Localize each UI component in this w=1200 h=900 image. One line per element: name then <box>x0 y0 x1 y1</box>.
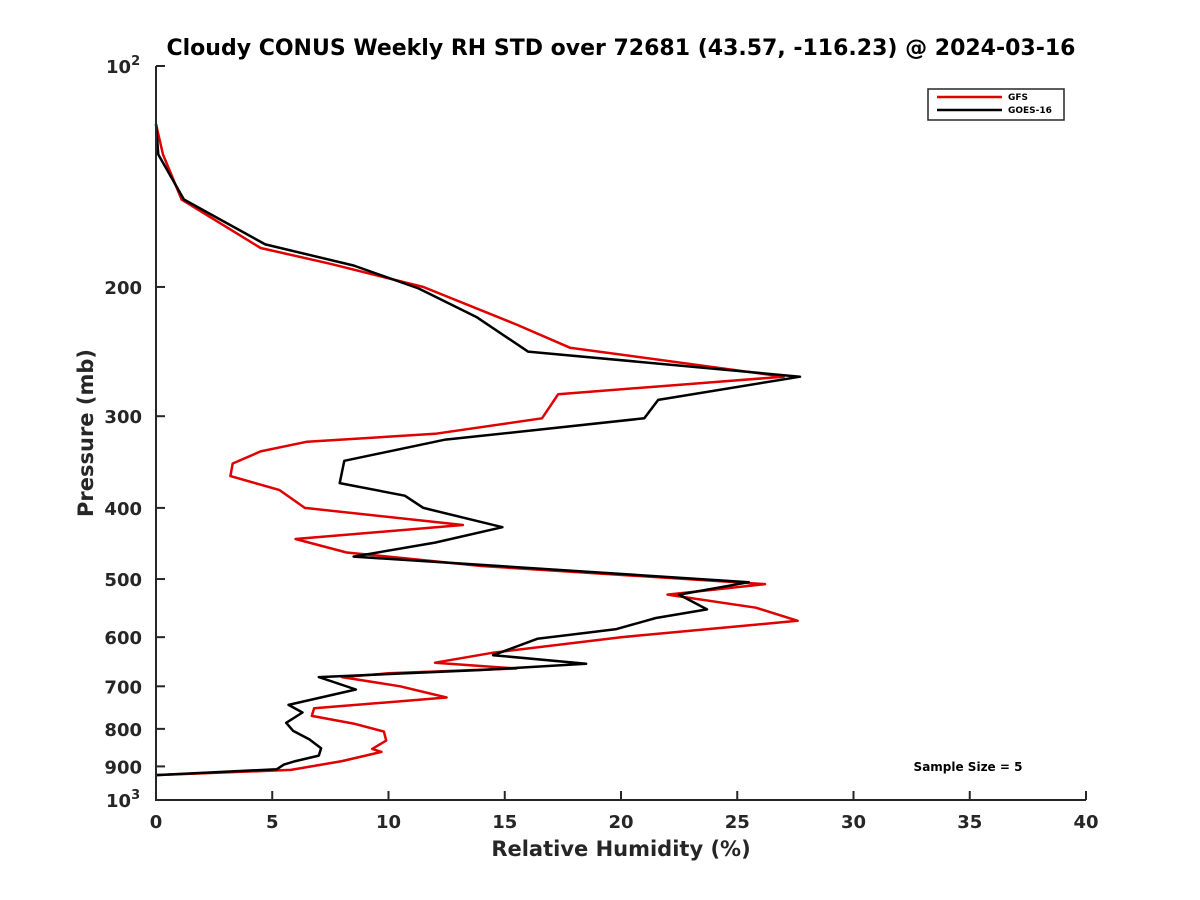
x-tick-label: 35 <box>957 812 982 833</box>
y-tick-label: 103 <box>106 788 140 812</box>
series-line-goes16 <box>154 124 802 777</box>
x-axis-label: Relative Humidity (%) <box>491 837 750 861</box>
y-tick-label: 102 <box>106 54 140 78</box>
x-ticks: 0 5 10 15 20 25 30 35 40 <box>150 791 1099 833</box>
x-tick-label: 20 <box>608 812 633 833</box>
legend-label-goes16: GOES-16 <box>1008 106 1052 116</box>
x-tick-label: 10 <box>376 812 401 833</box>
x-tick-label: 30 <box>841 812 866 833</box>
y-tick-label: 900 <box>104 757 142 778</box>
legend-label-gfs: GFS <box>1008 93 1028 103</box>
y-tick-label: 400 <box>104 499 142 520</box>
sample-size-annotation: Sample Size = 5 <box>914 760 1023 774</box>
y-tick-label: 700 <box>104 677 142 698</box>
x-tick-label: 0 <box>150 812 163 833</box>
y-axis-label: Pressure (mb) <box>74 349 98 517</box>
x-tick-label: 5 <box>266 812 279 833</box>
x-tick-label: 40 <box>1073 812 1098 833</box>
x-tick-label: 25 <box>725 812 750 833</box>
axes <box>155 66 1086 801</box>
chart-title: Cloudy CONUS Weekly RH STD over 72681 (4… <box>167 36 1076 61</box>
y-tick-label: 800 <box>104 720 142 741</box>
legend-box <box>927 88 1065 121</box>
x-tick-label: 15 <box>492 812 517 833</box>
y-tick-label: 200 <box>104 278 142 299</box>
y-tick-label: 600 <box>104 628 142 649</box>
y-tick-label: 500 <box>104 570 142 591</box>
series-line-gfs <box>154 123 799 777</box>
legend: GFS GOES-16 <box>927 88 1065 121</box>
y-tick-label: 300 <box>104 407 142 428</box>
y-ticks: 102 200 300 400 500 600 700 800 900 103 <box>104 54 165 812</box>
plot-lines <box>154 123 802 777</box>
